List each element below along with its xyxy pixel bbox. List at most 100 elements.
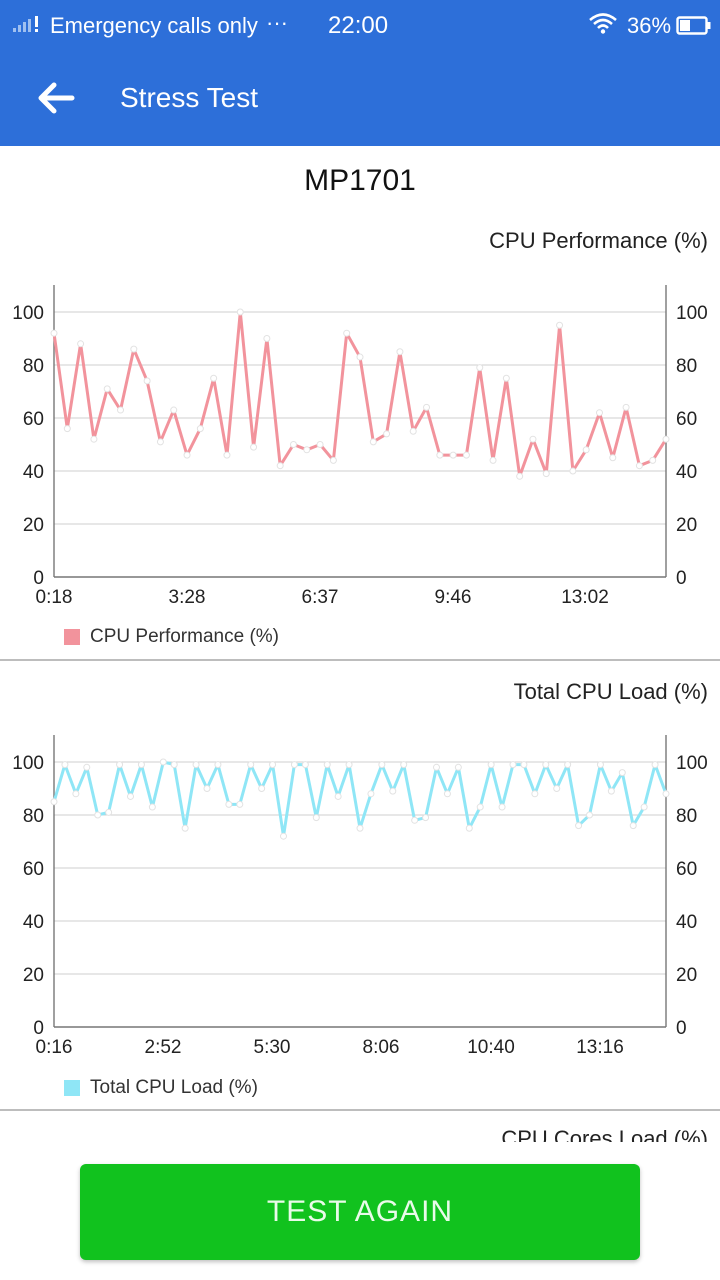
y-tick-label-right: 20 bbox=[676, 965, 697, 986]
data-point bbox=[607, 787, 615, 795]
status-time: 22:00 bbox=[328, 12, 389, 39]
data-point bbox=[542, 470, 550, 478]
data-point bbox=[465, 824, 473, 832]
data-point bbox=[487, 761, 495, 769]
data-point bbox=[389, 787, 397, 795]
data-point bbox=[192, 761, 200, 769]
data-point bbox=[433, 763, 440, 771]
data-point bbox=[103, 385, 111, 393]
data-point bbox=[159, 758, 167, 766]
data-point bbox=[378, 761, 386, 769]
data-point bbox=[454, 763, 462, 771]
data-point bbox=[609, 454, 617, 462]
data-point bbox=[181, 824, 189, 832]
data-point bbox=[400, 761, 408, 769]
data-point bbox=[476, 803, 484, 811]
data-point bbox=[462, 451, 470, 459]
y-tick-label-right: 20 bbox=[676, 515, 697, 536]
status-bar: Emergency calls only ··· 22:00 36% bbox=[0, 0, 720, 52]
data-point bbox=[170, 761, 178, 769]
data-point bbox=[225, 800, 233, 808]
data-point bbox=[196, 425, 204, 433]
data-point bbox=[509, 761, 517, 769]
data-point bbox=[334, 792, 342, 800]
arrow-left-icon bbox=[38, 82, 75, 114]
data-point bbox=[130, 345, 138, 353]
data-point bbox=[323, 761, 331, 769]
y-tick-label-left: 0 bbox=[33, 568, 44, 589]
total-cpu-load-title: Total CPU Load (%) bbox=[513, 679, 708, 704]
toolbar-title: Stress Test bbox=[120, 82, 258, 113]
data-point bbox=[622, 403, 630, 411]
data-point bbox=[569, 467, 577, 475]
data-point bbox=[83, 763, 91, 771]
more-dots: ··· bbox=[266, 10, 288, 35]
data-point bbox=[214, 761, 222, 769]
data-point bbox=[236, 308, 244, 316]
y-tick-label-left: 80 bbox=[23, 356, 44, 377]
data-point bbox=[90, 435, 98, 443]
data-point bbox=[269, 761, 277, 769]
data-point bbox=[553, 785, 561, 792]
data-point bbox=[183, 451, 191, 459]
x-tick-label: 5:30 bbox=[254, 1037, 291, 1058]
data-point bbox=[290, 761, 298, 769]
y-tick-label-right: 80 bbox=[676, 806, 697, 827]
data-point bbox=[575, 822, 583, 830]
data-point bbox=[312, 814, 320, 822]
data-point bbox=[117, 406, 125, 414]
data-point bbox=[223, 451, 231, 459]
data-point bbox=[61, 761, 69, 769]
data-point bbox=[170, 406, 178, 414]
data-point bbox=[635, 462, 643, 470]
data-point bbox=[236, 800, 244, 808]
y-tick-label-left: 20 bbox=[23, 515, 44, 536]
x-tick-label: 3:28 bbox=[169, 587, 206, 608]
data-point bbox=[649, 456, 657, 464]
y-tick-label-left: 0 bbox=[33, 1018, 44, 1039]
data-point bbox=[156, 438, 164, 446]
y-tick-label-right: 100 bbox=[676, 753, 708, 774]
y-tick-label-right: 100 bbox=[676, 303, 708, 324]
data-point bbox=[94, 811, 102, 819]
total-cpu-load-chart: 0 0 20 20 40 40 60 60 80 80 100 100 0:16 2:52 5:30 8:06… bbox=[12, 735, 708, 1058]
y-tick-label-left: 40 bbox=[23, 462, 44, 483]
app-bar: Emergency calls only ··· 22:00 36% Stres… bbox=[0, 0, 720, 146]
data-point bbox=[301, 761, 309, 769]
cpu-performance-chart: 0 0 20 20 40 40 60 60 80 80 100 100 0:18 3:28 6:37 9:46… bbox=[12, 285, 708, 608]
data-point bbox=[143, 377, 151, 385]
data-point bbox=[640, 803, 648, 811]
data-point bbox=[247, 761, 255, 769]
y-tick-label-right: 80 bbox=[676, 356, 697, 377]
legend-label: Total CPU Load (%) bbox=[90, 1077, 258, 1098]
x-tick-label: 0:16 bbox=[36, 1037, 73, 1058]
data-point bbox=[210, 374, 218, 382]
data-point bbox=[50, 798, 58, 806]
test-again-button[interactable]: TEST AGAIN bbox=[80, 1164, 640, 1260]
data-point bbox=[263, 335, 271, 342]
data-point bbox=[629, 822, 637, 830]
data-point bbox=[329, 456, 337, 464]
battery-icon bbox=[676, 16, 712, 42]
data-point bbox=[148, 803, 156, 811]
y-tick-label-right: 0 bbox=[676, 1018, 687, 1039]
data-point bbox=[72, 790, 80, 798]
x-tick-label: 2:52 bbox=[145, 1037, 182, 1058]
y-tick-label-right: 40 bbox=[676, 912, 697, 933]
signal-icon bbox=[12, 14, 42, 40]
data-point bbox=[531, 790, 539, 798]
y-tick-label-left: 60 bbox=[23, 409, 44, 430]
data-point bbox=[422, 814, 430, 822]
divider bbox=[0, 659, 720, 661]
back-button[interactable] bbox=[30, 72, 82, 124]
data-point bbox=[542, 761, 550, 769]
data-point bbox=[250, 443, 258, 451]
data-point bbox=[586, 811, 593, 819]
total-cpu-load-legend: Total CPU Load (%) bbox=[64, 1077, 258, 1099]
data-point bbox=[595, 409, 603, 417]
data-point bbox=[289, 441, 297, 448]
data-point bbox=[203, 785, 211, 792]
y-tick-label-left: 100 bbox=[12, 303, 44, 324]
wifi-icon bbox=[588, 12, 618, 40]
data-point bbox=[662, 435, 670, 443]
